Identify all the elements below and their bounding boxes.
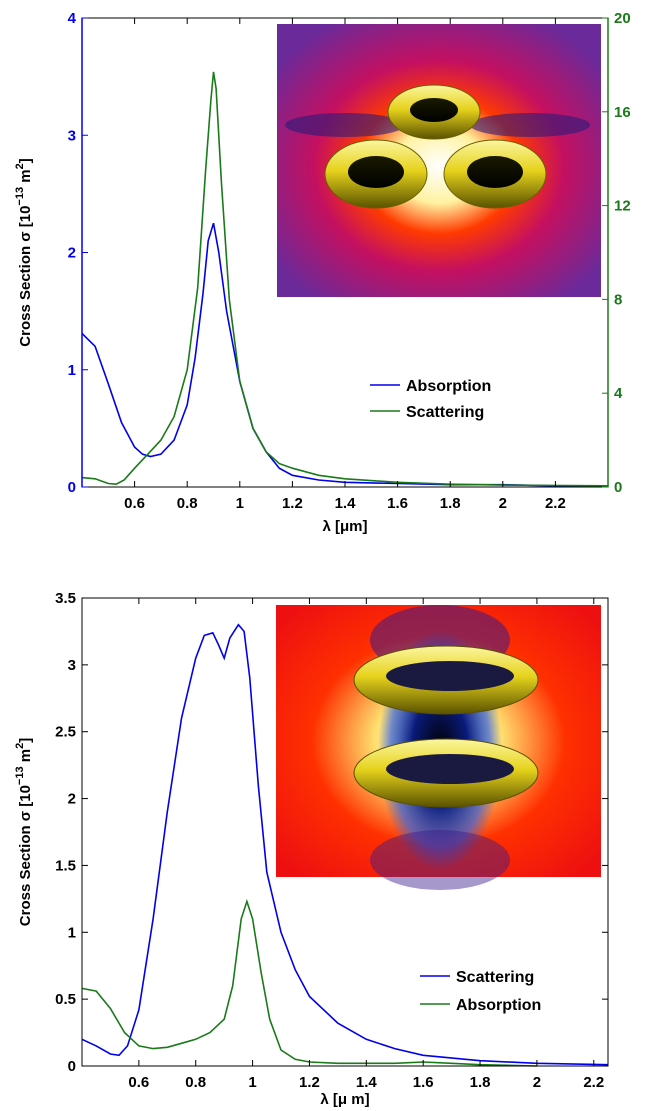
x-tick-label: 1.8 <box>440 495 461 512</box>
torus-upper <box>353 645 539 715</box>
series-line-1-scattering <box>81 71 609 487</box>
series-line-1-absorption <box>81 222 608 487</box>
legend-entry: Absorption <box>456 997 541 1014</box>
inset-image-1 <box>277 24 601 297</box>
y-tick-label: 0.5 <box>55 991 76 1008</box>
x-tick-label: 0.6 <box>128 1074 149 1091</box>
y-right-tick-label: 12 <box>614 198 631 215</box>
y-tick-label: 1 <box>68 924 76 941</box>
x-tick-label: 1.2 <box>299 1074 320 1091</box>
axes-frame-2 <box>81 597 609 1067</box>
x-axis-label: λ [μm] <box>322 518 367 535</box>
x-tick-label: 1.6 <box>413 1074 434 1091</box>
y-right-tick-label: 0 <box>614 479 622 496</box>
y-tick-label: 2 <box>68 245 76 262</box>
torus-top <box>387 84 481 140</box>
x-tick-label: 1.2 <box>282 495 303 512</box>
y-tick-label: 2.5 <box>55 724 76 741</box>
torus-left <box>324 139 428 209</box>
y-right-tick-label: 8 <box>614 291 622 308</box>
x-tick-label: 1 <box>236 495 244 512</box>
chart-2: 0.6 0.8 1 1.2 1.4 1.6 1.8 2 2.2 0 0.5 1 1.5 2 2.5 3 3.5 λ… <box>14 590 609 1108</box>
x-tick-label: 2.2 <box>545 495 566 512</box>
series-line-2-absorption <box>81 898 537 1067</box>
y-tick-label: 1 <box>68 362 76 379</box>
x-tick-label: 1.4 <box>335 495 357 512</box>
x-tick-label: 2 <box>533 1074 541 1091</box>
y-axis-label: Cross Section σ [10−13 m2] <box>14 158 34 346</box>
x-tick-label: 2 <box>499 495 507 512</box>
torus-lower <box>353 738 539 808</box>
torus-right <box>443 139 547 209</box>
x-axis-label: λ [μ m] <box>320 1091 369 1108</box>
y-tick-label: 0 <box>68 479 76 496</box>
y-tick-label: 3 <box>68 127 76 144</box>
series-line-2-scattering <box>81 623 609 1066</box>
x-tick-label: 0.8 <box>177 495 198 512</box>
y-tick-label: 1.5 <box>55 857 76 874</box>
y-right-tick-label: 16 <box>614 104 631 121</box>
x-tick-label: 0.8 <box>185 1074 206 1091</box>
x-tick-label: 1 <box>248 1074 256 1091</box>
y-right-tick-label: 20 <box>614 10 631 27</box>
y-tick-label: 3.5 <box>55 590 76 607</box>
legend-entry: Scattering <box>406 404 484 421</box>
y-axis-label: Cross Section σ [10−13 m2] <box>14 738 34 926</box>
x-tick-label: 0.6 <box>124 495 145 512</box>
y-tick-label: 2 <box>68 791 76 808</box>
legend-entry: Scattering <box>456 969 534 986</box>
x-tick-label: 1.8 <box>470 1074 491 1091</box>
legend-entry: Absorption <box>406 378 491 395</box>
y-right-tick-label: 4 <box>614 385 623 402</box>
y-tick-label: 4 <box>68 10 77 27</box>
x-tick-label: 2.2 <box>583 1074 604 1091</box>
x-tick-label: 1.4 <box>356 1074 378 1091</box>
y-tick-label: 3 <box>68 657 76 674</box>
plot-area-2: 0.6 0.8 1 1.2 1.4 1.6 1.8 2 2.2 0 0.5 1 1.5 2 2.5 3 3.5 λ… <box>14 590 609 1108</box>
x-tick-label: 1.6 <box>387 495 408 512</box>
y-tick-label: 0 <box>68 1058 76 1075</box>
inset-image-2 <box>276 605 601 890</box>
